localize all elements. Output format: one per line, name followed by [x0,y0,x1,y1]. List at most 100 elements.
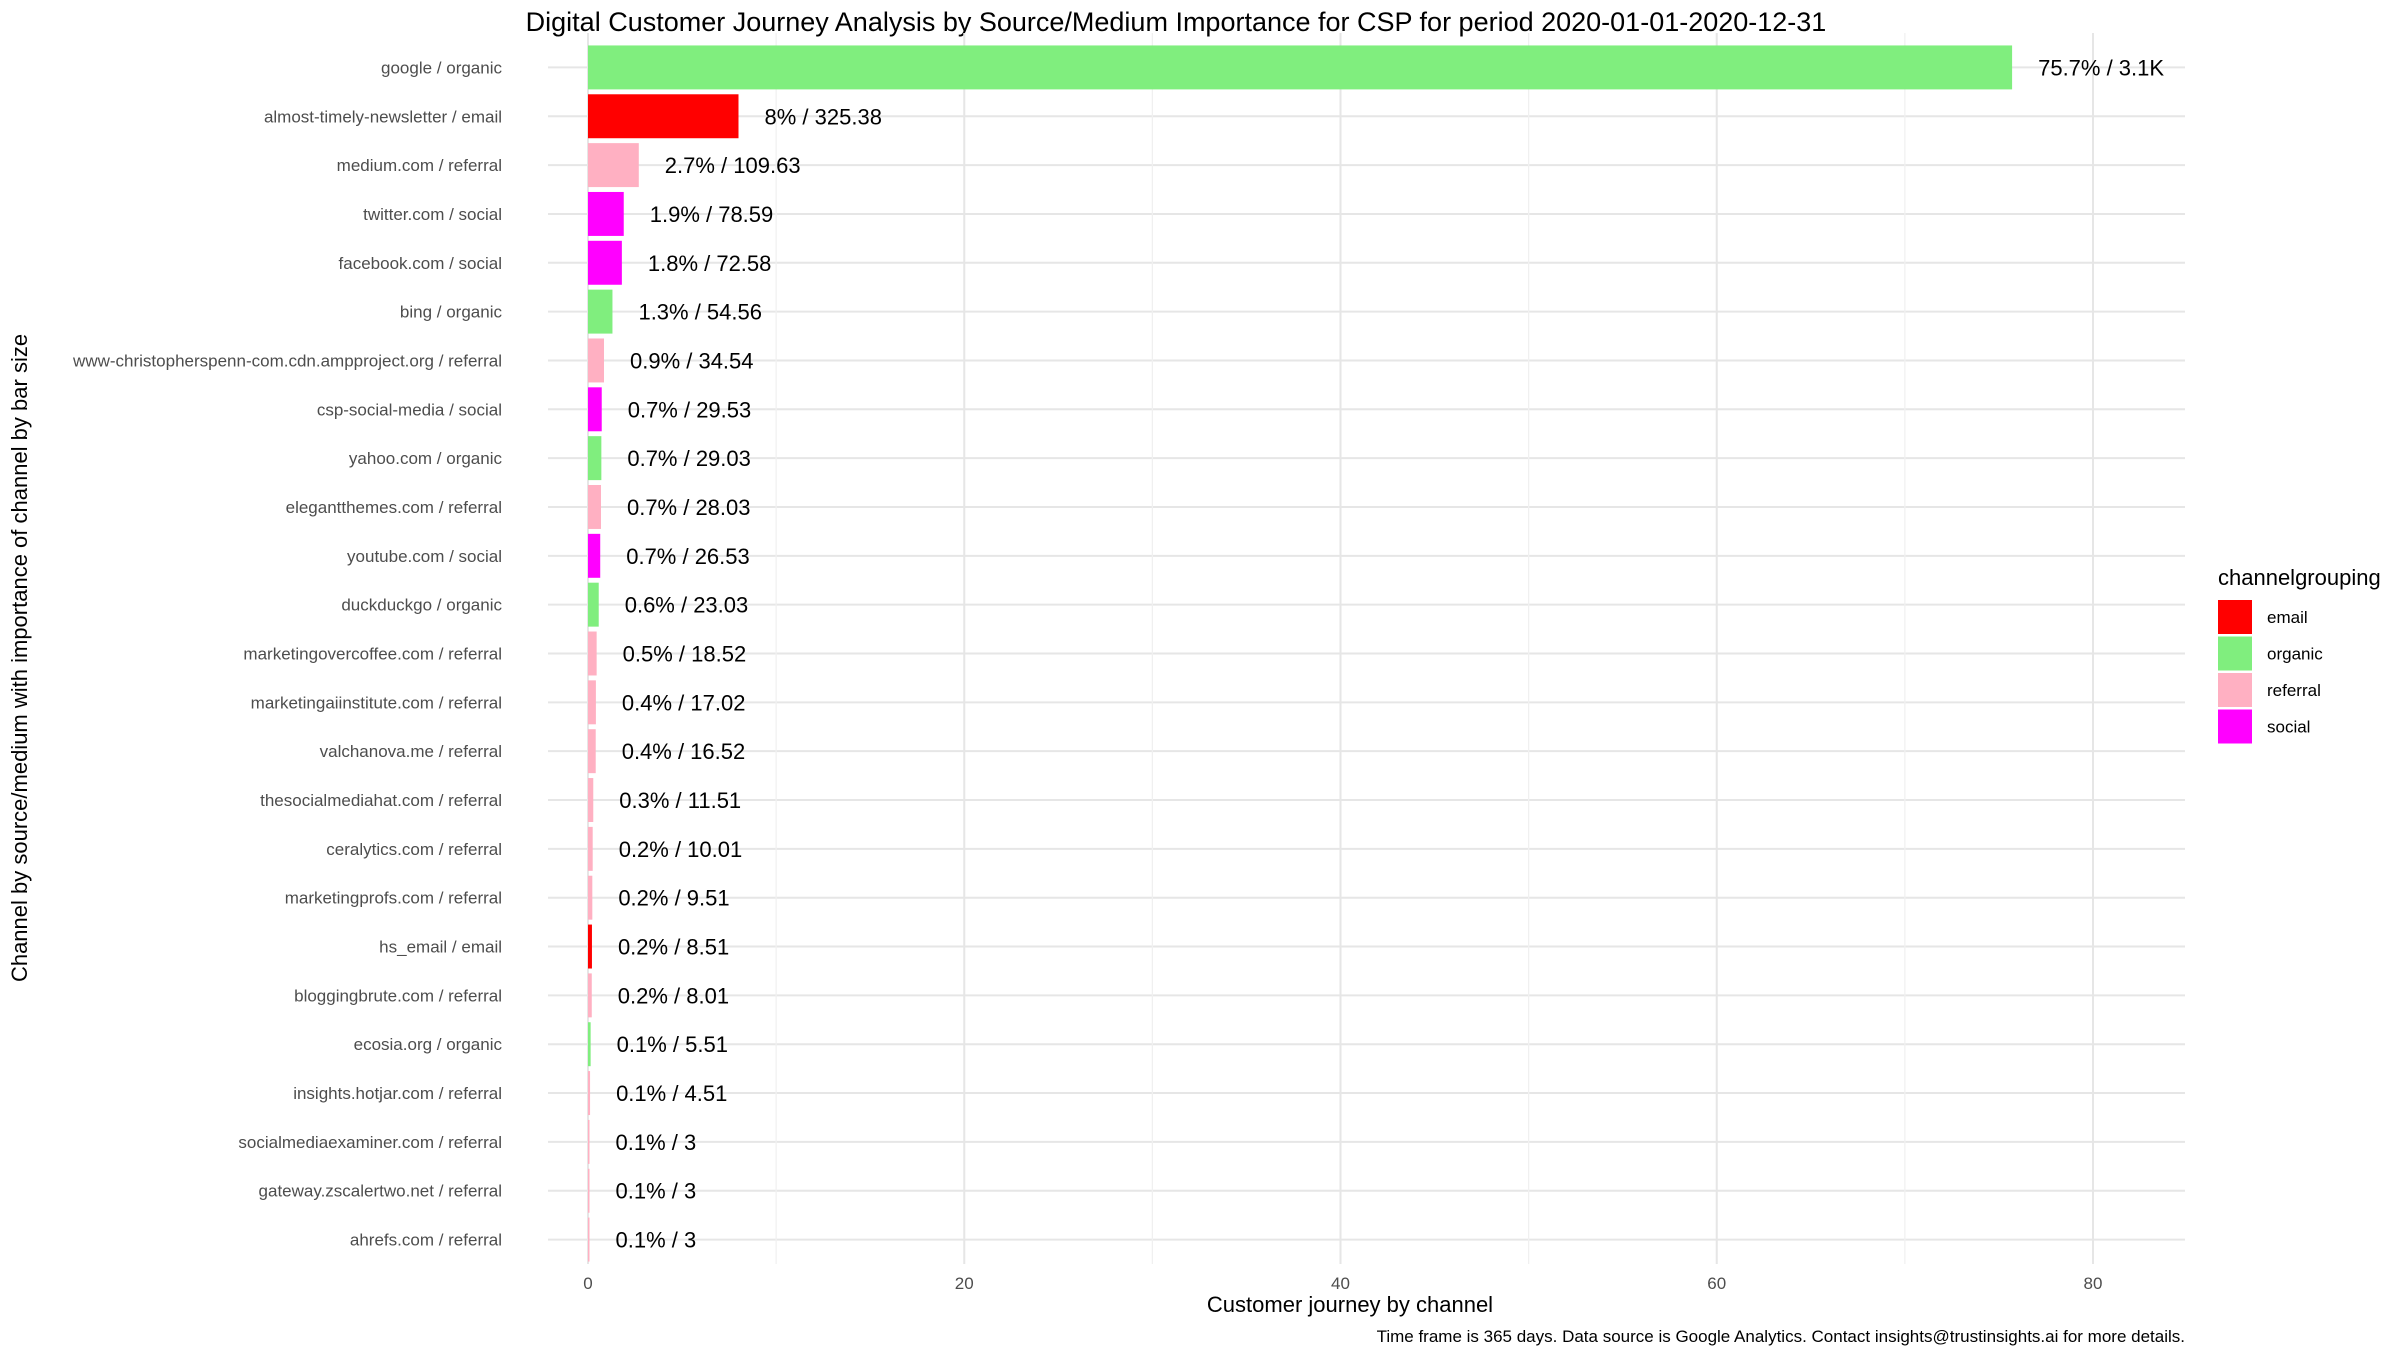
y-axis-tick-label: marketingovercoffee.com / referral [243,645,502,664]
bar [588,826,593,871]
x-axis-title: Customer journey by channel [1207,1292,1493,1317]
bar-data-label: 0.7% / 26.53 [626,544,750,569]
chart-title: Digital Customer Journey Analysis by Sou… [526,7,1827,37]
bar [588,1022,591,1067]
y-axis-tick-label: csp-social-media / social [317,400,502,419]
bar-data-label: 0.9% / 34.54 [630,348,754,373]
bar-data-label: 0.1% / 3 [616,1179,697,1204]
bar [588,680,596,725]
bar-data-label: 0.2% / 10.01 [619,837,743,862]
bar [588,1168,590,1213]
legend-entry-label: organic [2267,645,2323,664]
bar-data-label: 1.9% / 78.59 [650,202,774,227]
x-axis-tick-label: 40 [1331,1274,1350,1293]
y-axis-tick-label: insights.hotjar.com / referral [293,1084,502,1103]
legend-swatch [2218,600,2252,634]
y-axis-tick-label: gateway.zscalertwo.net / referral [259,1182,502,1201]
bar-data-label: 0.2% / 9.51 [618,886,729,911]
bar-data-label: 0.3% / 11.51 [619,788,741,813]
bar [588,1217,590,1262]
bar [588,143,639,188]
data-labels: 75.7% / 3.1K 8% / 325.38 2.7% / 109.63 1.9%… [616,55,2165,1252]
y-axis-tick-label: ceralytics.com / referral [326,840,502,859]
legend-swatch [2218,636,2252,671]
bar [588,191,624,236]
bar-data-label: 75.7% / 3.1K [2038,55,2164,80]
y-axis-tick-label: www-christopherspenn-com.cdn.ampproject.… [72,351,502,370]
x-axis-tick-label: 20 [955,1274,974,1293]
y-axis-tick-label: duckduckgo / organic [341,596,502,615]
bar-data-label: 0.4% / 17.02 [622,690,746,715]
bar [588,289,613,334]
legend-entry-label: social [2267,718,2310,737]
y-axis-tick-label: bloggingbrute.com / referral [294,986,502,1005]
y-axis-tick-label: ecosia.org / organic [354,1035,503,1054]
bar [588,582,599,627]
y-axis-tick-label: youtube.com / social [347,547,502,566]
y-axis-tick-label: elegantthemes.com / referral [286,498,502,517]
bar-data-label: 0.5% / 18.52 [623,642,747,667]
legend-title: channelgrouping [2218,565,2381,590]
legend: channelgrouping email organic referral soci… [2218,565,2381,744]
y-axis-tick-label: yahoo.com / organic [349,449,503,468]
y-axis-tick-label: ahrefs.com / referral [350,1231,502,1250]
bar-data-label: 0.7% / 29.03 [627,446,751,471]
bar [588,436,602,481]
bar-data-label: 0.6% / 23.03 [625,593,749,618]
bar-data-label: 2.7% / 109.63 [665,153,801,178]
bar [588,45,2013,90]
legend-swatch [2218,709,2252,744]
bar-data-label: 0.2% / 8.51 [618,935,729,960]
bar-data-label: 0.1% / 3 [616,1228,697,1253]
bar [588,1071,591,1116]
bar-data-label: 0.4% / 16.52 [622,739,746,764]
y-axis-tick-labels: google / organic almost-timely-newsletter… [72,58,502,1249]
bar [588,729,596,774]
legend-entry-label: referral [2267,681,2321,700]
bar [588,973,592,1018]
bar-data-label: 1.3% / 54.56 [638,300,762,325]
x-axis-tick-label: 60 [1707,1274,1726,1293]
chart-caption: Time frame is 365 days. Data source is G… [1377,1327,2185,1346]
bar-data-label: 0.1% / 5.51 [617,1032,728,1057]
x-axis-tick-label: 80 [2084,1274,2103,1293]
bar-data-label: 0.7% / 28.03 [627,495,751,520]
bar-data-label: 0.1% / 4.51 [616,1081,727,1106]
bar [588,338,604,383]
y-axis-tick-label: google / organic [381,58,502,77]
bar [588,94,739,139]
y-axis-tick-label: almost-timely-newsletter / email [264,107,502,126]
bar-data-label: 0.2% / 8.01 [618,983,729,1008]
bar-data-label: 0.7% / 29.53 [628,397,752,422]
y-axis-tick-label: marketingprofs.com / referral [285,889,502,908]
bar [588,485,601,529]
grid-lines [548,33,2185,1264]
bar [588,1119,590,1164]
x-axis-tick-labels: 0 20 40 60 80 [583,1274,2102,1293]
y-axis-tick-label: bing / organic [400,303,503,322]
x-axis-tick-label: 0 [583,1274,592,1293]
y-axis-tick-label: twitter.com / social [363,205,502,224]
bar [588,631,597,676]
bar [588,778,594,822]
bar-data-label: 1.8% / 72.58 [648,251,772,276]
bar-data-label: 0.1% / 3 [616,1130,697,1155]
bar [588,875,593,920]
y-axis-tick-label: medium.com / referral [337,156,502,175]
bar [588,387,602,432]
y-axis-tick-label: thesocialmediahat.com / referral [260,791,502,810]
y-axis-tick-label: socialmediaexaminer.com / referral [238,1133,502,1152]
y-axis-title: Channel by source/medium with importance… [7,334,32,982]
y-axis-tick-label: facebook.com / social [339,254,502,273]
legend-entry-label: email [2267,608,2308,627]
y-axis-tick-label: marketingaiinstitute.com / referral [251,693,502,712]
bars [588,45,2013,1262]
bar [588,924,592,969]
y-axis-tick-label: hs_email / email [379,938,502,957]
bar-data-label: 8% / 325.38 [765,104,882,129]
bar [588,533,601,578]
y-axis-tick-label: valchanova.me / referral [320,742,502,761]
legend-swatch [2218,673,2252,707]
